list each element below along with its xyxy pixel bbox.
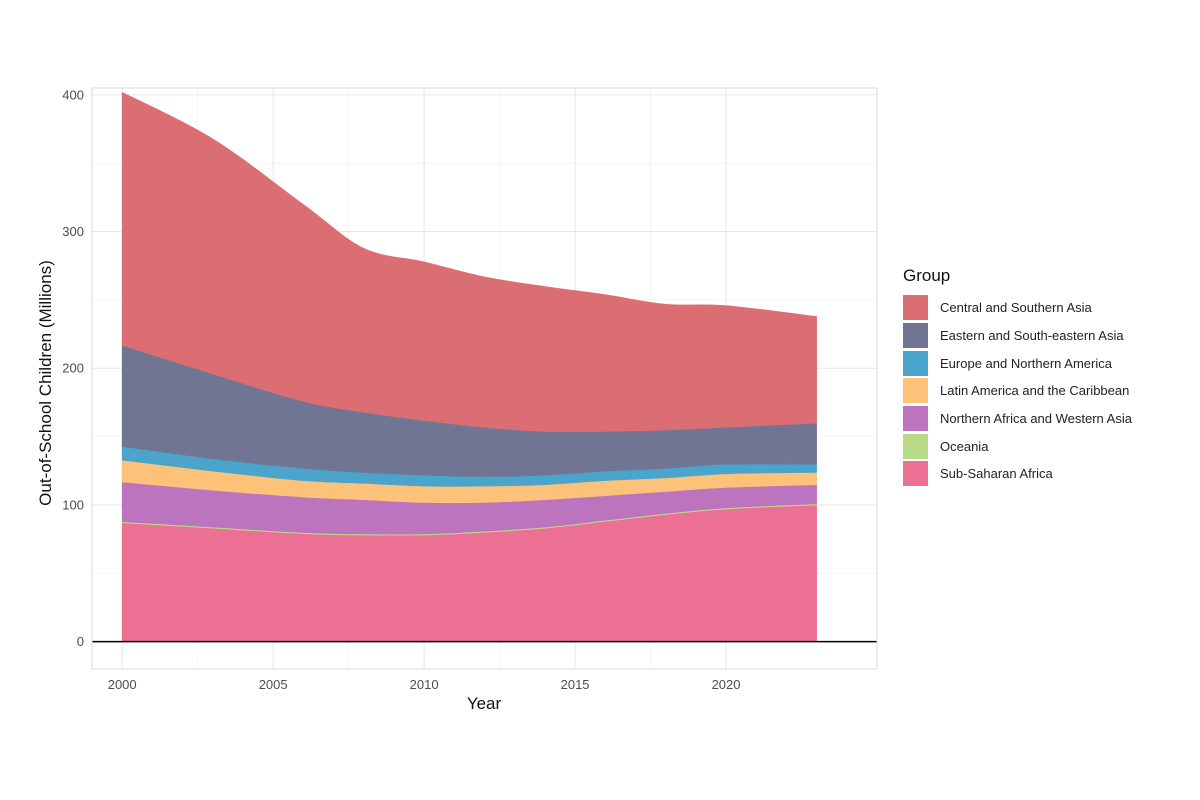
legend-title: Group [903, 266, 951, 285]
legend-item: Oceania [903, 432, 1132, 460]
legend-label: Europe and Northern America [940, 355, 1112, 371]
legend-swatch [903, 461, 928, 487]
legend-item: Latin America and the Caribbean [903, 377, 1132, 405]
x-tick-label: 2020 [712, 677, 741, 692]
y-tick-label: 200 [62, 361, 84, 376]
plot-panel-border [91, 87, 878, 670]
y-tick-label: 0 [77, 634, 84, 649]
x-axis-title: Year [467, 694, 502, 713]
legend-swatch [903, 350, 928, 376]
y-tick-label: 100 [62, 497, 84, 512]
y-tick-label: 300 [62, 224, 84, 239]
legend-item: Sub-Saharan Africa [903, 460, 1132, 488]
area-series-group [121, 91, 817, 642]
legend-label: Latin America and the Caribbean [940, 383, 1130, 399]
legend: Group Central and Southern Asia Eastern a… [903, 266, 1132, 488]
legend-swatch [903, 378, 928, 404]
legend-label: Northern Africa and Western Asia [940, 411, 1132, 427]
legend-swatch [903, 406, 928, 432]
legend-label: Oceania [940, 438, 989, 454]
legend-swatch [903, 323, 928, 349]
legend-item: Northern Africa and Western Asia [903, 405, 1132, 433]
x-axis-ticks: 2000 2005 2010 2015 2020 [108, 677, 741, 692]
x-tick-label: 2000 [108, 677, 137, 692]
area-central-and-southern-asia [121, 91, 817, 433]
legend-item: Europe and Northern America [903, 349, 1132, 377]
y-axis-ticks: 0 100 200 300 400 [62, 87, 84, 649]
legend-item: Central and Southern Asia [903, 294, 1132, 322]
x-tick-label: 2005 [259, 677, 288, 692]
legend-label: Central and Southern Asia [940, 300, 1092, 316]
y-tick-label: 400 [62, 87, 84, 102]
x-tick-label: 2015 [561, 677, 590, 692]
legend-swatch [903, 433, 928, 459]
legend-swatch [903, 295, 928, 321]
legend-label: Sub-Saharan Africa [940, 466, 1053, 482]
legend-item: Eastern and South-eastern Asia [903, 322, 1132, 350]
legend-items: Central and Southern Asia Eastern and Sou… [903, 294, 1132, 488]
x-tick-label: 2010 [410, 677, 439, 692]
legend-label: Eastern and South-eastern Asia [940, 328, 1124, 344]
y-axis-title: Out-of-School Children (Millions) [36, 260, 55, 506]
